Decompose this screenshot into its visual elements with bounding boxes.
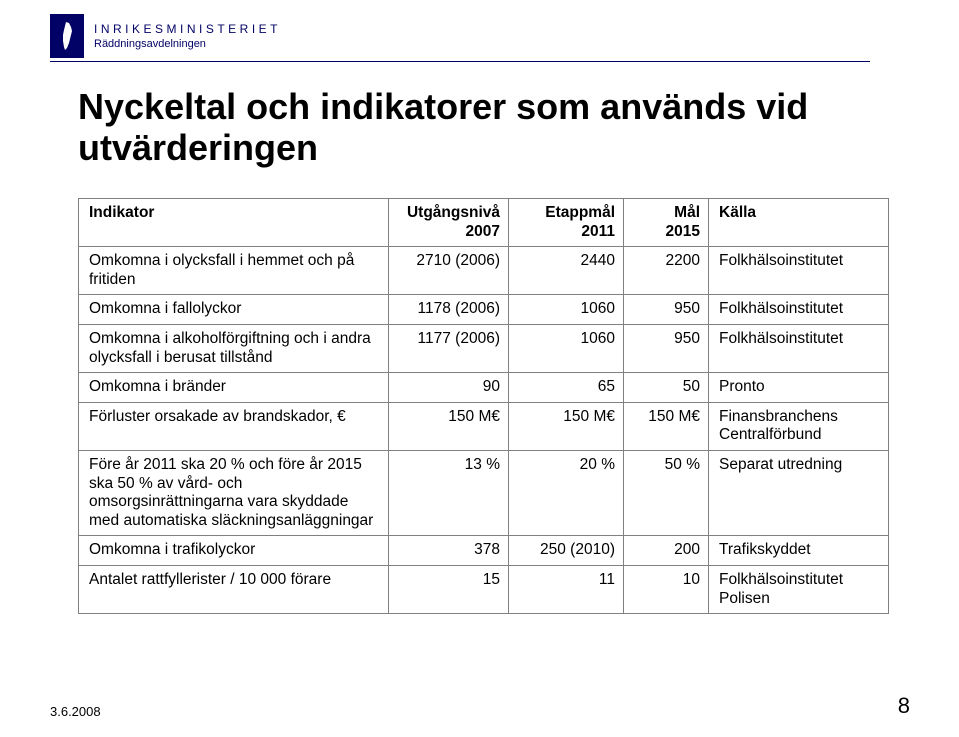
cell-indicator: Omkomna i fallolyckor xyxy=(79,295,389,325)
cell-target: 950 xyxy=(624,324,709,372)
ministry-logo xyxy=(50,14,84,58)
cell-milestone: 65 xyxy=(509,373,624,403)
cell-milestone: 250 (2010) xyxy=(509,536,624,566)
cell-baseline: 2710 (2006) xyxy=(389,247,509,295)
cell-baseline: 15 xyxy=(389,565,509,613)
ministry-name: INRIKESMINISTERIET xyxy=(94,22,281,36)
col-indicator: Indikator xyxy=(79,199,389,247)
table-row: Omkomna i olycksfall i hemmet och på fri… xyxy=(79,247,889,295)
cell-source: Folkhälsoinstitutet xyxy=(709,324,889,372)
cell-target: 950 xyxy=(624,295,709,325)
cell-source: Finansbranchens Centralförbund xyxy=(709,402,889,450)
slide-title: Nyckeltal och indikatorer som används vi… xyxy=(78,86,878,169)
cell-milestone: 1060 xyxy=(509,324,624,372)
cell-indicator: Förluster orsakade av brandskador, € xyxy=(79,402,389,450)
cell-milestone: 150 M€ xyxy=(509,402,624,450)
cell-milestone: 2440 xyxy=(509,247,624,295)
table-row: Före år 2011 ska 20 % och före år 2015 s… xyxy=(79,450,889,535)
cell-source: Separat utredning xyxy=(709,450,889,535)
cell-milestone: 20 % xyxy=(509,450,624,535)
slide-page: INRIKESMINISTERIET Räddningsavdelningen … xyxy=(0,0,959,737)
col-milestone: Etappmål 2011 xyxy=(509,199,624,247)
cell-indicator: Omkomna i trafikolyckor xyxy=(79,536,389,566)
indicator-table-wrapper: Indikator Utgångsnivå 2007 Etappmål 2011… xyxy=(78,198,888,614)
col-baseline-l1: Utgångsnivå 2007 xyxy=(407,204,500,240)
slide-header: INRIKESMINISTERIET Räddningsavdelningen xyxy=(50,14,281,58)
cell-target: 200 xyxy=(624,536,709,566)
cell-indicator: Omkomna i bränder xyxy=(79,373,389,403)
cell-milestone: 11 xyxy=(509,565,624,613)
table-row: Förluster orsakade av brandskador, € 150… xyxy=(79,402,889,450)
cell-indicator: Antalet rattfyllerister / 10 000 förare xyxy=(79,565,389,613)
slide-footer: 3.6.2008 8 xyxy=(50,693,910,719)
cell-source: Folkhälsoinstitutet Polisen xyxy=(709,565,889,613)
cell-source: Folkhälsoinstitutet xyxy=(709,247,889,295)
cell-indicator: Före år 2011 ska 20 % och före år 2015 s… xyxy=(79,450,389,535)
col-source: Källa xyxy=(709,199,889,247)
footer-page-number: 8 xyxy=(898,693,910,719)
cell-baseline: 378 xyxy=(389,536,509,566)
cell-baseline: 90 xyxy=(389,373,509,403)
department-name: Räddningsavdelningen xyxy=(94,38,281,50)
cell-milestone: 1060 xyxy=(509,295,624,325)
col-milestone-l1: Etappmål 2011 xyxy=(545,204,615,240)
col-target: Mål 2015 xyxy=(624,199,709,247)
cell-target: 10 xyxy=(624,565,709,613)
footer-date: 3.6.2008 xyxy=(50,704,101,719)
cell-baseline: 1177 (2006) xyxy=(389,324,509,372)
finland-silhouette-icon xyxy=(60,21,74,51)
table-row: Antalet rattfyllerister / 10 000 förare … xyxy=(79,565,889,613)
table-row: Omkomna i trafikolyckor 378 250 (2010) 2… xyxy=(79,536,889,566)
cell-target: 50 xyxy=(624,373,709,403)
header-divider xyxy=(50,61,870,62)
cell-target: 150 M€ xyxy=(624,402,709,450)
table-row: Omkomna i bränder 90 65 50 Pronto xyxy=(79,373,889,403)
cell-source: Folkhälsoinstitutet xyxy=(709,295,889,325)
cell-baseline: 13 % xyxy=(389,450,509,535)
cell-source: Pronto xyxy=(709,373,889,403)
cell-baseline: 150 M€ xyxy=(389,402,509,450)
cell-target: 2200 xyxy=(624,247,709,295)
indicator-table: Indikator Utgångsnivå 2007 Etappmål 2011… xyxy=(78,198,889,614)
cell-indicator: Omkomna i olycksfall i hemmet och på fri… xyxy=(79,247,389,295)
table-row: Omkomna i alkoholförgiftning och i andra… xyxy=(79,324,889,372)
header-text: INRIKESMINISTERIET Räddningsavdelningen xyxy=(94,14,281,58)
col-target-l1: Mål 2015 xyxy=(666,204,700,240)
cell-target: 50 % xyxy=(624,450,709,535)
cell-baseline: 1178 (2006) xyxy=(389,295,509,325)
cell-indicator: Omkomna i alkoholförgiftning och i andra… xyxy=(79,324,389,372)
table-row: Omkomna i fallolyckor 1178 (2006) 1060 9… xyxy=(79,295,889,325)
table-header-row: Indikator Utgångsnivå 2007 Etappmål 2011… xyxy=(79,199,889,247)
col-baseline: Utgångsnivå 2007 xyxy=(389,199,509,247)
cell-source: Trafikskyddet xyxy=(709,536,889,566)
